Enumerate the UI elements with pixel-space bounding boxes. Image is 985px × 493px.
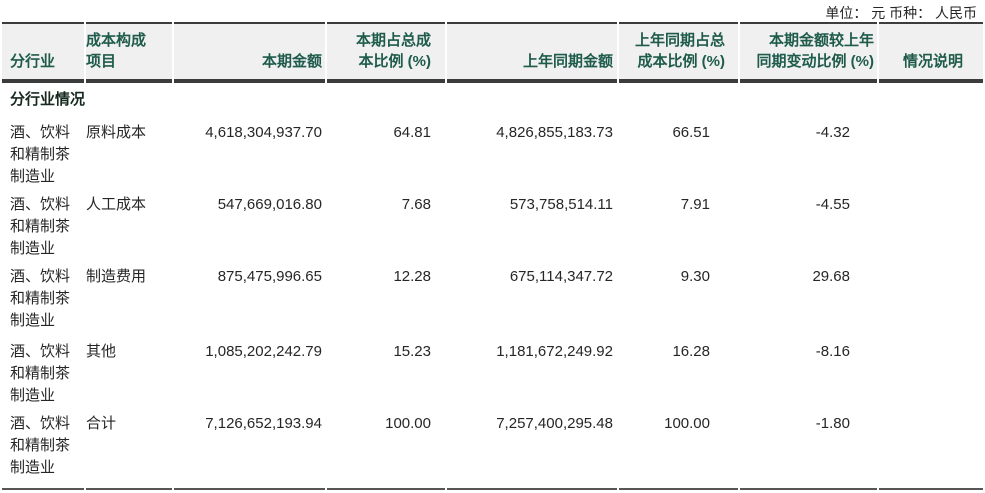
cell-note <box>879 116 983 188</box>
cell-change-pct: -1.80 <box>740 407 877 490</box>
cell-cost-item: 原料成本 <box>86 116 172 188</box>
cell-cost-item: 其他 <box>86 335 172 407</box>
cell-cost-item: 制造费用 <box>86 260 172 335</box>
cell-prior-pct: 100.00 <box>619 407 738 490</box>
cell-prior-amount: 7,257,400,295.48 <box>447 407 617 490</box>
table-row: 酒、饮料和精制茶制造业 人工成本 547,669,016.80 7.68 573… <box>2 188 983 260</box>
table-row: 酒、饮料和精制茶制造业 其他 1,085,202,242.79 15.23 1,… <box>2 335 983 407</box>
cell-current-pct: 7.68 <box>327 188 445 260</box>
cell-current-amount: 1,085,202,242.79 <box>174 335 325 407</box>
title-row-spacer <box>740 81 877 116</box>
column-header-cost-item: 成本构成 项目 <box>86 22 172 81</box>
cell-note <box>879 407 983 490</box>
cell-current-pct: 15.23 <box>327 335 445 407</box>
cell-industry: 酒、饮料和精制茶制造业 <box>2 260 84 335</box>
unit-currency-note: 单位： 元 币种： 人民币 <box>825 5 977 21</box>
column-header-industry: 分行业 <box>2 22 84 81</box>
cell-note <box>879 335 983 407</box>
cell-cost-item: 合计 <box>86 407 172 490</box>
cell-current-amount: 875,475,996.65 <box>174 260 325 335</box>
cell-current-amount: 547,669,016.80 <box>174 188 325 260</box>
title-row-spacer <box>327 81 445 116</box>
table-row: 酒、饮料和精制茶制造业 制造费用 875,475,996.65 12.28 67… <box>2 260 983 335</box>
column-header-current-amount: 本期金额 <box>174 22 325 81</box>
cell-prior-pct: 16.28 <box>619 335 738 407</box>
title-row-spacer <box>174 81 325 116</box>
column-header-change-pct: 本期金额较上年 同期变动比例 (%) <box>740 22 877 81</box>
cell-industry: 酒、饮料和精制茶制造业 <box>2 188 84 260</box>
section-title: 分行业情况 <box>2 81 85 116</box>
cell-industry: 酒、饮料和精制茶制造业 <box>2 335 84 407</box>
column-header-current-pct: 本期占总成 本比例 (%) <box>327 22 445 81</box>
cell-change-pct: -4.55 <box>740 188 877 260</box>
section-title-row: 分行业情况 <box>2 81 983 116</box>
cell-industry: 酒、饮料和精制茶制造业 <box>2 116 84 188</box>
table-row-total: 酒、饮料和精制茶制造业 合计 7,126,652,193.94 100.00 7… <box>2 407 983 490</box>
title-row-spacer <box>619 81 738 116</box>
cell-change-pct: 29.68 <box>740 260 877 335</box>
cell-industry: 酒、饮料和精制茶制造业 <box>2 407 84 490</box>
cell-prior-amount: 4,826,855,183.73 <box>447 116 617 188</box>
cell-current-pct: 12.28 <box>327 260 445 335</box>
cell-prior-pct: 66.51 <box>619 116 738 188</box>
cell-prior-amount: 1,181,672,249.92 <box>447 335 617 407</box>
cell-prior-amount: 573,758,514.11 <box>447 188 617 260</box>
cell-current-pct: 64.81 <box>327 116 445 188</box>
cell-current-pct: 100.00 <box>327 407 445 490</box>
cell-change-pct: -8.16 <box>740 335 877 407</box>
table-header-row: 分行业 成本构成 项目 本期金额 本期占总成 本比例 (%) 上年同期金额 上年… <box>2 22 983 81</box>
table-row: 酒、饮料和精制茶制造业 原料成本 4,618,304,937.70 64.81 … <box>2 116 983 188</box>
cell-prior-pct: 7.91 <box>619 188 738 260</box>
title-row-spacer <box>86 81 172 116</box>
cell-prior-pct: 9.30 <box>619 260 738 335</box>
cell-prior-amount: 675,114,347.72 <box>447 260 617 335</box>
title-row-spacer <box>879 81 983 116</box>
cell-change-pct: -4.32 <box>740 116 877 188</box>
column-header-prior-pct: 上年同期占总 成本比例 (%) <box>619 22 738 81</box>
cell-current-amount: 4,618,304,937.70 <box>174 116 325 188</box>
column-header-prior-amount: 上年同期金额 <box>447 22 617 81</box>
cost-by-industry-table: 分行业情况 分行业 成本构成 项目 本期金额 本期占总成 本比例 (%) 上年同… <box>0 22 985 490</box>
cell-cost-item: 人工成本 <box>86 188 172 260</box>
cell-note <box>879 188 983 260</box>
column-header-note: 情况说明 <box>879 22 983 81</box>
cell-current-amount: 7,126,652,193.94 <box>174 407 325 490</box>
cell-note <box>879 260 983 335</box>
title-row-spacer <box>447 81 617 116</box>
